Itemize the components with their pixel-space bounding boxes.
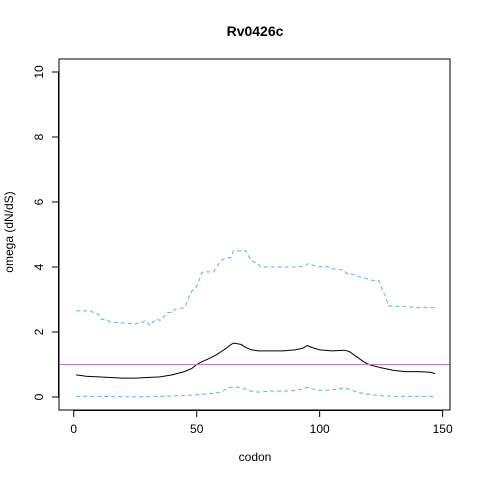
y-tick-label: 0 — [32, 393, 46, 400]
chart-title: Rv0426c — [227, 23, 284, 39]
plot-frame — [58, 58, 451, 411]
series-line-estimate — [76, 342, 436, 379]
x-tick-label: 50 — [190, 422, 204, 436]
x-tick-label: 150 — [433, 422, 453, 436]
y-tick-label: 6 — [32, 198, 46, 205]
y-tick-label: 4 — [32, 263, 46, 270]
series-layer — [76, 250, 436, 398]
y-axis: 0 2 4 6 8 10 — [32, 65, 59, 400]
y-tick-label: 10 — [32, 65, 46, 79]
y-axis-label: omega (dN/dS) — [2, 191, 16, 272]
x-axis: 0 50 100 150 — [70, 410, 453, 436]
y-tick-label: 2 — [32, 328, 46, 335]
x-tick-label: 100 — [310, 422, 330, 436]
x-tick-label: 0 — [70, 422, 77, 436]
series-line-lower-bound — [76, 386, 436, 398]
plot-area — [58, 58, 451, 411]
x-axis-label: codon — [239, 450, 272, 464]
series-line-upper-bound — [76, 250, 436, 327]
y-tick-label: 8 — [32, 133, 46, 140]
